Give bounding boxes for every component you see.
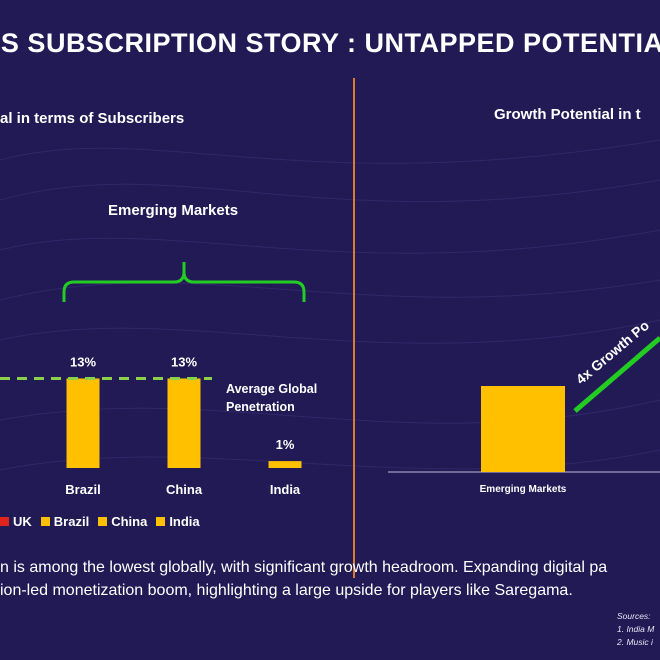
legend-swatch xyxy=(40,517,50,526)
average-global-label: Average Global Penetration xyxy=(226,380,317,416)
source-item: 2. Music i xyxy=(617,637,653,647)
bar-brazil xyxy=(66,378,100,468)
average-global-label-line1: Average Global xyxy=(226,382,318,396)
legend-swatch xyxy=(98,517,108,526)
legend-item-uk: UK xyxy=(0,514,32,529)
category-label: Emerging Markets xyxy=(480,484,567,495)
panel-divider xyxy=(353,78,355,578)
page-title: 'S SUBSCRIPTION STORY : UNTAPPED POTENTI… xyxy=(0,28,660,58)
sources-note: Sources: 1. India M 2. Music i xyxy=(617,610,654,649)
legend-item-china: China xyxy=(98,514,147,529)
source-item: 1. India M xyxy=(617,624,655,634)
right-panel-subtitle: Growth Potential in t xyxy=(494,106,641,123)
growth-arrow-line xyxy=(573,336,660,413)
category-label: China xyxy=(166,482,203,497)
left-panel-subtitle: al in terms of Subscribers xyxy=(0,110,185,127)
category-label: Brazil xyxy=(65,482,100,497)
left-bar-chart: 13% Brazil 13% China 1% India xyxy=(0,354,302,497)
legend-item-india: India xyxy=(156,514,200,529)
bar-india xyxy=(268,461,302,468)
legend-label: UK xyxy=(13,514,32,529)
emerging-markets-label: Emerging Markets xyxy=(108,202,239,219)
summary-text: n is among the lowest globally, with sig… xyxy=(0,556,607,602)
average-global-label-line2: Penetration xyxy=(226,400,295,414)
data-label: 13% xyxy=(171,354,197,369)
legend-label: China xyxy=(111,514,148,529)
legend-item-brazil: Brazil xyxy=(40,514,90,529)
bar-emerging-markets xyxy=(481,386,565,472)
data-label: 13% xyxy=(70,354,96,369)
category-label: India xyxy=(270,482,301,497)
legend-swatch xyxy=(156,517,166,526)
emerging-markets-bracket xyxy=(62,262,306,302)
legend-label: Brazil xyxy=(53,514,90,529)
legend-label: India xyxy=(169,514,200,529)
legend-swatch xyxy=(0,517,9,526)
summary-line-2: ion-led monetization boom, highlighting … xyxy=(0,582,573,599)
bar-china xyxy=(167,378,201,468)
sources-title: Sources: xyxy=(617,611,651,621)
data-label: 1% xyxy=(276,437,295,452)
chart-legend: UK Brazil China India xyxy=(0,514,209,529)
summary-line-1: n is among the lowest globally, with sig… xyxy=(0,559,608,576)
